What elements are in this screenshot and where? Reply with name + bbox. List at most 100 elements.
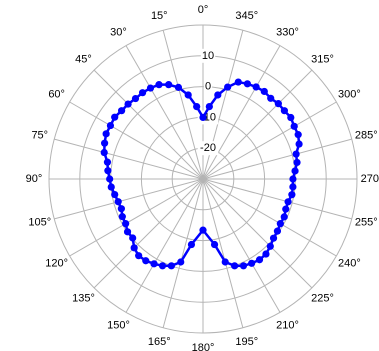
data-point bbox=[106, 121, 115, 130]
data-point bbox=[165, 81, 173, 89]
data-point bbox=[101, 139, 109, 147]
grid-spoke bbox=[93, 69, 204, 180]
radial-tick-label: 0 bbox=[205, 81, 211, 93]
grid-spoke bbox=[202, 69, 313, 180]
data-point bbox=[282, 205, 290, 213]
data-point bbox=[293, 158, 301, 167]
data-point bbox=[273, 227, 282, 235]
radial-label-background bbox=[203, 79, 213, 94]
data-point bbox=[280, 107, 288, 115]
grid-spoke bbox=[125, 45, 204, 180]
data-point bbox=[114, 198, 122, 206]
data-point bbox=[243, 80, 251, 88]
data-point bbox=[103, 158, 112, 166]
data-point bbox=[292, 150, 300, 158]
data-point bbox=[288, 191, 296, 199]
data-point bbox=[269, 234, 278, 242]
data-point bbox=[155, 81, 163, 89]
data-point bbox=[199, 226, 207, 234]
data-point bbox=[239, 262, 248, 270]
data-point bbox=[146, 84, 155, 92]
angle-tick-label: 240° bbox=[338, 258, 361, 270]
polar-grid-spokes bbox=[49, 25, 357, 333]
data-point bbox=[205, 102, 213, 111]
angle-tick-label: 30° bbox=[110, 27, 127, 39]
data-point bbox=[248, 259, 256, 267]
data-point bbox=[255, 256, 264, 264]
data-point bbox=[117, 205, 125, 213]
data-point bbox=[267, 94, 275, 102]
data-point bbox=[130, 244, 138, 252]
data-point bbox=[142, 257, 150, 265]
grid-spoke bbox=[202, 178, 313, 289]
data-point bbox=[124, 100, 132, 108]
data-point bbox=[199, 113, 207, 121]
data-point bbox=[118, 213, 126, 221]
angle-tick-label: 105° bbox=[28, 217, 51, 229]
grid-spoke bbox=[202, 178, 352, 220]
data-point bbox=[252, 83, 260, 91]
radial-tick-label: 10 bbox=[202, 50, 214, 62]
data-point bbox=[262, 250, 270, 258]
angle-tick-label: 345° bbox=[235, 10, 258, 22]
data-point bbox=[210, 240, 219, 249]
data-point bbox=[129, 234, 137, 242]
angle-tick-label: 15° bbox=[151, 10, 168, 22]
data-point bbox=[150, 260, 158, 268]
grid-spoke bbox=[125, 178, 204, 313]
data-point bbox=[289, 183, 297, 191]
data-point bbox=[234, 78, 242, 86]
data-point bbox=[231, 262, 239, 270]
data-point bbox=[284, 198, 292, 206]
grid-spoke bbox=[202, 178, 244, 328]
angle-tick-label: 195° bbox=[235, 336, 258, 348]
angle-tick-label: 180° bbox=[192, 342, 215, 351]
data-point bbox=[214, 91, 222, 99]
data-point bbox=[122, 220, 130, 228]
data-point bbox=[260, 87, 268, 96]
angle-tick-label: 90° bbox=[26, 173, 43, 185]
data-point bbox=[111, 190, 119, 199]
grid-spoke bbox=[202, 178, 281, 313]
angle-tick-label: 60° bbox=[48, 89, 65, 101]
data-point bbox=[158, 262, 167, 270]
data-point bbox=[106, 175, 114, 183]
data-point bbox=[102, 130, 110, 138]
grid-spoke bbox=[202, 45, 281, 180]
series-layer bbox=[100, 78, 303, 270]
data-point bbox=[100, 148, 108, 157]
data-point bbox=[224, 83, 232, 91]
data-point bbox=[174, 83, 183, 91]
grid-spoke bbox=[202, 178, 337, 257]
data-point bbox=[276, 220, 284, 228]
data-point bbox=[289, 175, 297, 183]
angle-tick-label: 165° bbox=[148, 336, 171, 348]
data-point bbox=[221, 258, 229, 266]
data-point bbox=[138, 89, 147, 97]
data-point bbox=[131, 94, 140, 103]
data-point bbox=[187, 240, 196, 249]
grid-spoke bbox=[69, 101, 204, 180]
data-point bbox=[274, 100, 282, 108]
grid-spoke bbox=[54, 138, 204, 180]
data-point bbox=[177, 258, 185, 266]
angle-tick-label: 315° bbox=[311, 54, 334, 66]
grid-spoke bbox=[54, 178, 204, 220]
grid-spoke bbox=[162, 178, 204, 328]
grid-spoke bbox=[69, 178, 204, 257]
data-point bbox=[266, 242, 274, 250]
angle-tick-label: 285° bbox=[355, 129, 378, 141]
data-point bbox=[123, 228, 132, 236]
angle-tick-labels: 0° 15° 30° 45° 60° 75° 90° 105° 120° 135° 150° 165°… bbox=[26, 4, 379, 351]
data-point bbox=[294, 131, 302, 139]
angle-tick-label: 225° bbox=[311, 293, 334, 305]
data-point bbox=[193, 102, 201, 111]
angle-tick-label: 120° bbox=[45, 258, 68, 270]
data-point bbox=[184, 91, 192, 99]
data-point bbox=[107, 183, 115, 191]
data-point bbox=[167, 262, 175, 270]
data-point bbox=[287, 113, 295, 122]
radial-tick-label: -20 bbox=[200, 142, 216, 154]
